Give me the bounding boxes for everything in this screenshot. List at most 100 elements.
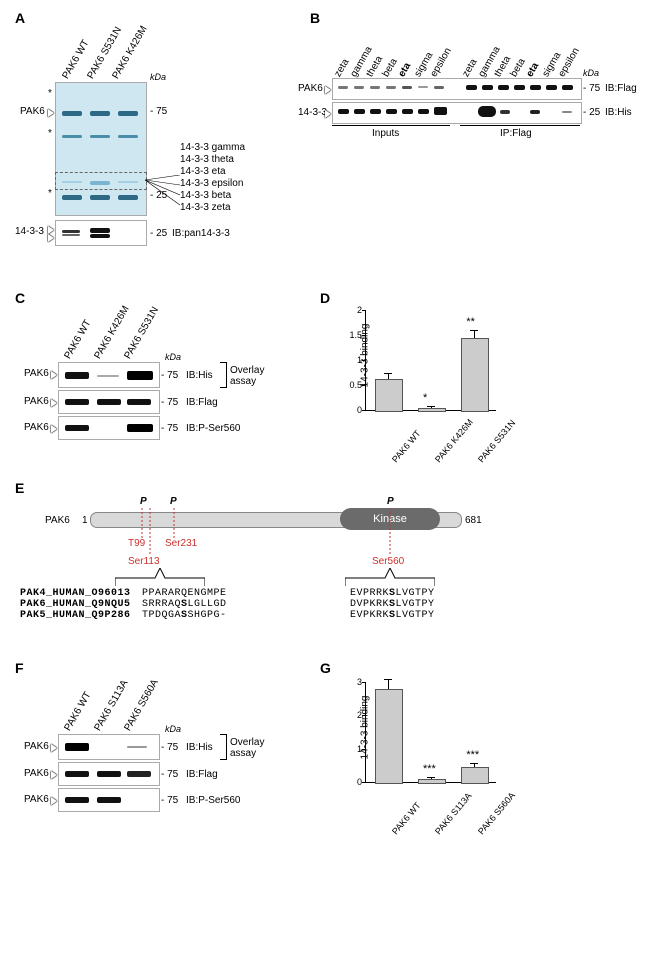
ib-label: IB:P-Ser560 <box>186 423 240 434</box>
underline <box>332 125 450 126</box>
ib-label: IB:His <box>605 107 632 118</box>
ib-label: IB:Flag <box>186 769 218 780</box>
list-item: 14-3-3 beta <box>180 190 245 202</box>
band <box>90 228 110 233</box>
panel-f-blot1 <box>58 734 160 760</box>
gel-band <box>90 111 110 116</box>
arrow-icon <box>325 110 331 118</box>
align-seq: PPARARQENGMPE <box>142 588 227 599</box>
align-name: PAK5_HUMAN_Q9P286 <box>20 610 131 621</box>
panel-c-label: C <box>15 290 25 306</box>
alignment-block: PAK4_HUMAN_O96013 PAK6_HUMAN_Q9NQU5 PAK5… <box>20 588 131 621</box>
arrow-icon <box>51 771 57 779</box>
band <box>90 234 110 238</box>
ib-label: IB:Flag <box>605 83 637 94</box>
site-label: Ser113 <box>128 556 160 567</box>
panel-a-label: A <box>15 10 25 26</box>
bracket-lines <box>145 175 180 215</box>
align-seq: TPDQGASSHGPG- <box>142 610 227 621</box>
align-seq: SRRRAQSLGLLGD <box>142 599 227 610</box>
list-item: 14-3-3 theta <box>180 154 245 166</box>
gel-band <box>118 195 138 200</box>
iso-label: eta <box>524 61 541 79</box>
panel-d-chart: 00.511.52PAK6 WT*PAK6 K426M**PAK6 S531N <box>365 310 496 411</box>
gel-band <box>62 135 82 138</box>
align-name: PAK6_HUMAN_Q9NQU5 <box>20 599 131 610</box>
lane-label: PAK6 WT <box>62 690 93 733</box>
panel-e-label: E <box>15 480 24 496</box>
ib-label: IB:P-Ser560 <box>186 795 240 806</box>
1433-label: 14-3-3 <box>298 107 327 118</box>
bar-label: PAK6 K426M <box>433 417 475 464</box>
panel-b-blot1 <box>332 78 582 100</box>
bar-label: PAK6 WT <box>390 428 423 464</box>
panel-d-label: D <box>320 290 330 306</box>
arrow-icon <box>48 234 54 242</box>
panel-f-blot3 <box>58 788 160 812</box>
list-item: 14-3-3 gamma <box>180 142 245 154</box>
underline <box>460 125 580 126</box>
ib-label: IB:pan14-3-3 <box>172 228 230 239</box>
asterisk: * <box>48 88 52 99</box>
bracket <box>220 362 227 388</box>
panel-b-label: B <box>310 10 320 26</box>
overlay-label: Overlay assay <box>230 365 264 387</box>
pak6-label: PAK6 <box>24 741 49 752</box>
bar <box>461 767 489 784</box>
asterisk: * <box>48 128 52 139</box>
bar <box>418 779 446 784</box>
panel-f-blot2 <box>58 762 160 786</box>
arrow-icon <box>51 399 57 407</box>
alignment-col1: PPARARQENGMPE SRRRAQSLGLLGD TPDQGASSHGPG… <box>142 588 227 621</box>
panel-g-chart: 0123PAK6 WT***PAK6 S113A***PAK6 S560A <box>365 682 496 783</box>
align-bracket-1 <box>115 568 205 586</box>
arrow-icon <box>48 109 54 117</box>
pak6-label: PAK6 <box>298 83 323 94</box>
inputs-label: Inputs <box>372 128 399 139</box>
align-seq: DVPKRKSLVGTPY <box>350 599 435 610</box>
ib-label: IB:His <box>186 370 213 381</box>
pak6-label: PAK6 <box>24 794 49 805</box>
gel-band <box>118 135 138 138</box>
band <box>62 234 80 236</box>
pak6-label: PAK6 <box>24 396 49 407</box>
panel-c-blot1 <box>58 362 160 388</box>
panel-a-pak6-label: PAK6 <box>20 106 45 117</box>
kda-label: kDa <box>150 72 166 82</box>
iso-label: epsilon <box>428 46 453 79</box>
bracket <box>220 734 227 760</box>
kda-label: kDa <box>583 68 599 78</box>
alignment-col2: EVPRRKSLVGTPY DVPKRKSLVGTPY EVPKRKSLVGTP… <box>350 588 435 621</box>
site-label: T99 <box>128 538 145 549</box>
align-name: PAK4_HUMAN_O96013 <box>20 588 131 599</box>
gel-band <box>62 111 82 116</box>
marker-75: - 75 <box>150 106 167 117</box>
pak6-label: PAK6 <box>24 422 49 433</box>
ib-label: IB:His <box>186 742 213 753</box>
ip-label: IP:Flag <box>500 128 532 139</box>
ylabel: 14-3-3 binding <box>360 306 371 406</box>
panel-a-1433-label: 14-3-3 <box>15 226 44 237</box>
bar <box>375 689 403 784</box>
list-item: 14-3-3 eta <box>180 166 245 178</box>
panel-a-blot <box>55 220 147 246</box>
arrow-icon <box>325 86 331 94</box>
p-mark: P <box>170 496 177 507</box>
nterm: 1 <box>82 515 88 526</box>
site-label: Ser560 <box>372 556 404 567</box>
bar <box>375 379 403 412</box>
bar <box>418 408 446 413</box>
arrow-icon <box>51 797 57 805</box>
list-item: 14-3-3 epsilon <box>180 178 245 190</box>
align-seq: EVPRRKSLVGTPY <box>350 588 435 599</box>
kda-label: kDa <box>165 724 181 734</box>
gel-band <box>118 111 138 116</box>
iso-label: epsilon <box>556 46 581 79</box>
iso-label: eta <box>396 61 413 79</box>
p-mark: P <box>387 496 394 507</box>
list-item: 14-3-3 zeta <box>180 202 245 214</box>
align-seq: EVPKRKSLVGTPY <box>350 610 435 621</box>
panel-a-idlist: 14-3-3 gamma 14-3-3 theta 14-3-3 eta 14-… <box>180 142 245 214</box>
align-bracket-2 <box>345 568 435 586</box>
dotted-box <box>55 172 147 190</box>
